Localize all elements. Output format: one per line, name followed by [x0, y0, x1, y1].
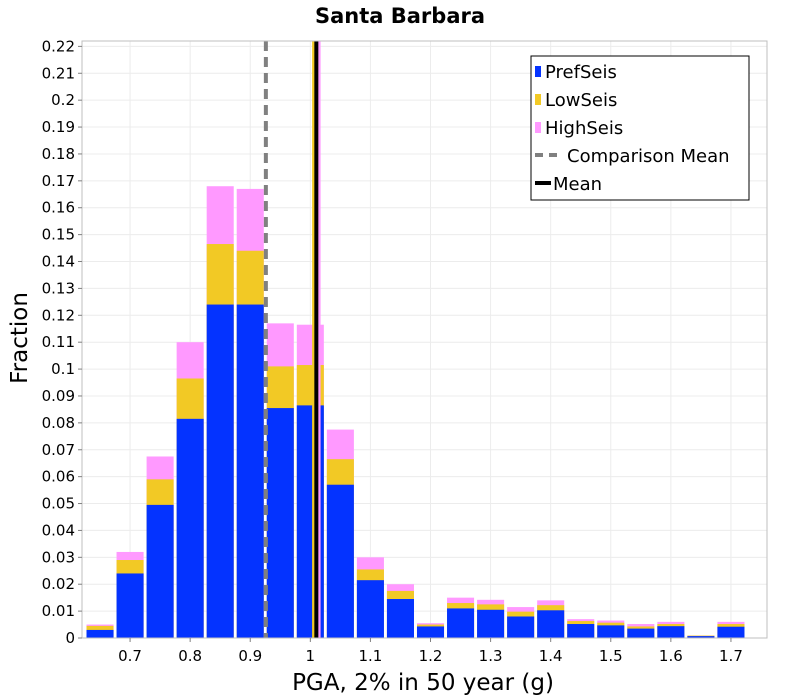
bar-prefseis-13: [477, 609, 505, 638]
y-tick-label: 0.2: [51, 91, 75, 109]
y-tick-label: 0: [65, 629, 75, 647]
y-tick-label: 0.13: [42, 279, 75, 297]
y-tick-label: 0.22: [42, 37, 75, 55]
y-tick-label: 0.08: [42, 414, 75, 432]
bar-prefseis-17: [597, 625, 625, 638]
x-tick-label: 1.6: [659, 647, 683, 665]
y-tick-label: 0.12: [42, 306, 75, 324]
x-tick-label: 0.9: [238, 647, 262, 665]
bar-prefseis-6: [266, 408, 294, 638]
bar-prefseis-1: [116, 573, 144, 638]
bar-prefseis-15: [537, 610, 565, 638]
y-tick-label: 0.15: [42, 226, 75, 244]
legend-swatch-lowseis: [535, 94, 541, 105]
y-tick-label: 0.04: [42, 521, 75, 539]
bar-prefseis-8: [326, 484, 354, 638]
reference-lines: [263, 41, 321, 638]
plot-area-frame: [81, 40, 768, 639]
bar-prefseis-19: [657, 626, 685, 638]
x-tick-label: 0.7: [118, 647, 142, 665]
y-tick-label: 0.21: [42, 64, 75, 82]
x-tick-label: 0.8: [178, 647, 202, 665]
y-tick-label: 0.19: [42, 118, 75, 136]
x-tick-label: 1.7: [719, 647, 743, 665]
bar-prefseis-18: [627, 628, 655, 638]
x-tick-label: 1.1: [358, 647, 382, 665]
bar-prefseis-9: [356, 580, 384, 638]
bar-prefseis-2: [146, 504, 174, 638]
bars-group: [86, 186, 745, 639]
chart-title: Santa Barbara: [315, 4, 485, 28]
y-tick-label: 0.06: [42, 468, 75, 486]
x-axis-label: PGA, 2% in 50 year (g): [292, 670, 554, 696]
x-axis-ticks: 0.7 0.8 0.9 1 1.1 1.2 1.3 1.4 1.5 1.6 1.7: [118, 638, 743, 665]
legend-label: Mean: [553, 174, 602, 195]
y-tick-label: 0.05: [42, 495, 75, 513]
x-tick-label: 1.2: [419, 647, 443, 665]
bar-prefseis-20: [687, 636, 715, 638]
y-tick-label: 0.09: [42, 387, 75, 405]
legend-box: [530, 55, 750, 201]
y-tick-label: 0.01: [42, 602, 75, 620]
bar-prefseis-5: [236, 304, 264, 638]
y-tick-label: 0.17: [42, 172, 75, 190]
y-axis-ticks: 0 0.01 0.02 0.03 0.04 0.05 0.06 0.07 0.08 0.09 0.1…: [42, 37, 82, 647]
bar-prefseis-0: [86, 629, 114, 638]
bar-prefseis-16: [567, 624, 595, 638]
y-tick-label: 0.03: [42, 548, 75, 566]
legend-swatch-prefseis: [535, 66, 541, 77]
y-tick-label: 0.14: [42, 253, 75, 271]
bar-prefseis-4: [206, 304, 234, 638]
legend-label: Comparison Mean: [567, 146, 730, 167]
y-tick-label: 0.11: [42, 333, 75, 351]
x-tick-label: 1.4: [539, 647, 563, 665]
x-tick-label: 1: [306, 647, 316, 665]
legend: PrefSeis LowSeis HighSeis Comparison Mean Me…: [530, 55, 750, 201]
y-tick-label: 0.07: [42, 441, 75, 459]
legend-label: PrefSeis: [545, 62, 617, 83]
y-axis-label: Fraction: [7, 292, 33, 384]
x-tick-label: 1.5: [599, 647, 623, 665]
bar-prefseis-12: [447, 608, 475, 638]
bar-prefseis-14: [507, 616, 535, 638]
bar-prefseis-3: [176, 418, 204, 638]
y-tick-label: 0.02: [42, 575, 75, 593]
bar-prefseis-10: [386, 599, 414, 638]
y-tick-label: 0.18: [42, 145, 75, 163]
bar-prefseis-11: [416, 626, 445, 638]
y-tick-label: 0.16: [42, 199, 75, 217]
legend-label: LowSeis: [545, 90, 617, 111]
bar-prefseis-21: [717, 626, 745, 638]
legend-label: HighSeis: [545, 118, 623, 139]
y-tick-label: 0.1: [51, 360, 75, 378]
legend-swatch-highseis: [535, 122, 541, 133]
x-tick-label: 1.3: [479, 647, 503, 665]
